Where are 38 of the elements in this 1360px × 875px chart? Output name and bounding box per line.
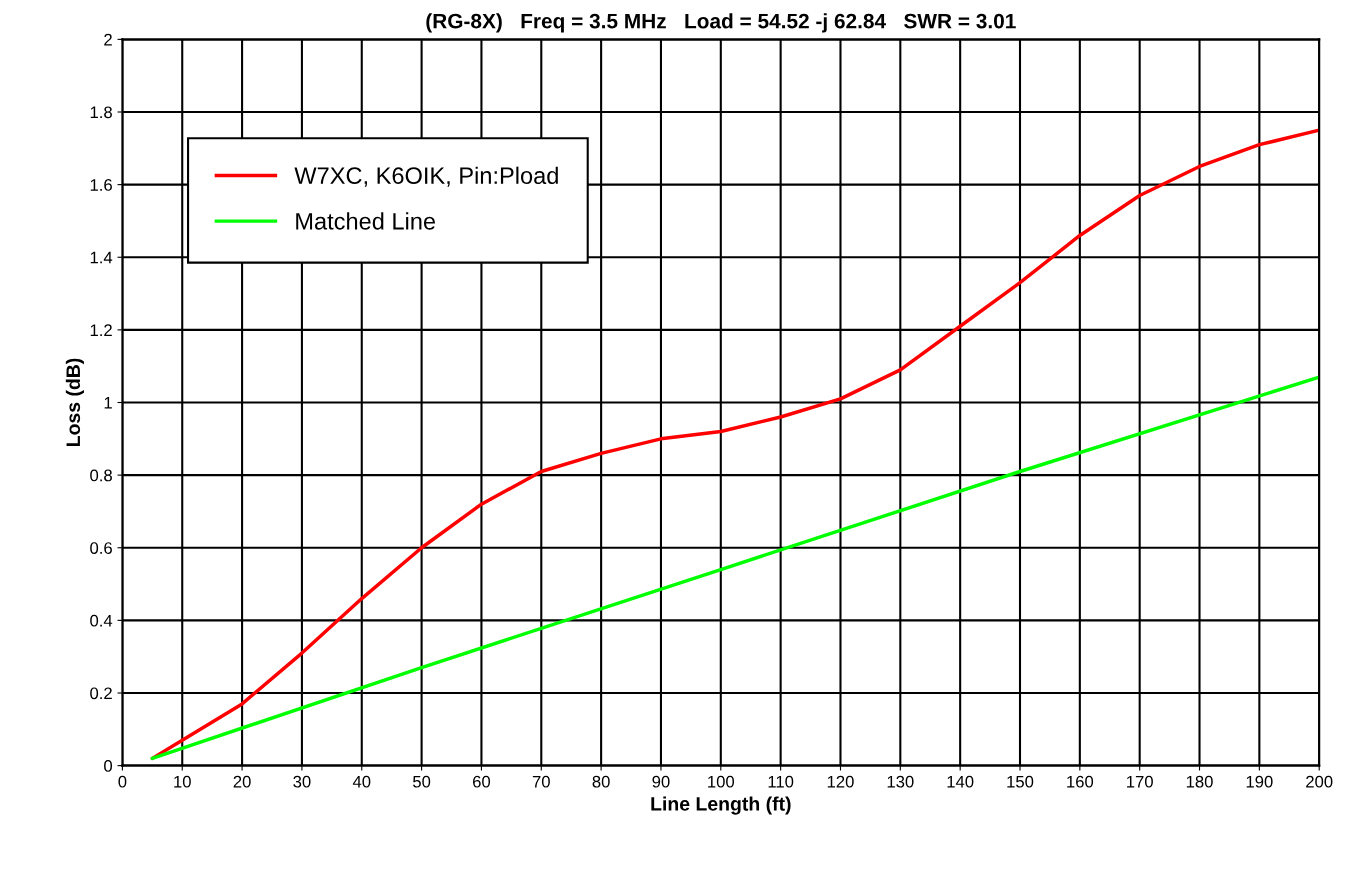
y-tick-label: 1.4 (90, 251, 113, 264)
x-tick-label: 200 (1306, 775, 1333, 788)
y-tick-label: 0.6 (90, 542, 112, 554)
x-tick-label: 130 (887, 775, 914, 788)
x-tick-label: 110 (768, 775, 794, 788)
y-tick-label: 1 (104, 397, 112, 409)
y-tick-label: 0 (104, 760, 113, 772)
y-tick-label: 2 (104, 33, 112, 46)
x-tick-label: 50 (413, 775, 431, 788)
x-tick-label: 40 (352, 775, 371, 788)
y-tick-label: 1.2 (90, 324, 112, 336)
y-tick-label: 0.8 (90, 469, 112, 482)
y-axis-title: Loss (dB) (65, 358, 84, 447)
x-tick-label: 80 (592, 775, 610, 788)
x-tick-label: 90 (652, 775, 670, 788)
legend-label: W7XC, K6OIK, Pin:Pload (294, 166, 558, 187)
x-tick-label: 150 (1007, 775, 1034, 788)
x-tick-label: 160 (1067, 775, 1094, 788)
x-tick-label: 180 (1186, 775, 1213, 788)
x-tick-label: 10 (174, 775, 191, 788)
y-tick-label: 0.4 (90, 614, 113, 627)
legend-label: Matched Line (296, 212, 436, 230)
x-axis-title: Line Length (ft) (651, 796, 791, 815)
y-tick-label: 0.2 (90, 687, 112, 700)
y-tick-label: 1.6 (90, 179, 112, 191)
x-tick-label: 30 (293, 775, 311, 788)
x-tick-label: 190 (1246, 775, 1273, 788)
x-tick-label: 100 (708, 775, 735, 788)
x-tick-label: 60 (473, 775, 491, 788)
x-tick-label: 140 (947, 775, 974, 788)
chart-title: (RG-8X) Freq = 3.5 MHz Load = 54.52 -j 62.84 SWR = 3.01 (426, 13, 1016, 33)
x-tick-label: 170 (1127, 775, 1153, 788)
x-tick-label: 0 (118, 775, 127, 788)
x-tick-label: 20 (233, 775, 251, 788)
line-series (150, 375, 1320, 761)
x-tick-label: 120 (827, 775, 854, 788)
x-tick-label: 70 (532, 775, 550, 788)
y-tick-label: 1.8 (90, 106, 112, 119)
